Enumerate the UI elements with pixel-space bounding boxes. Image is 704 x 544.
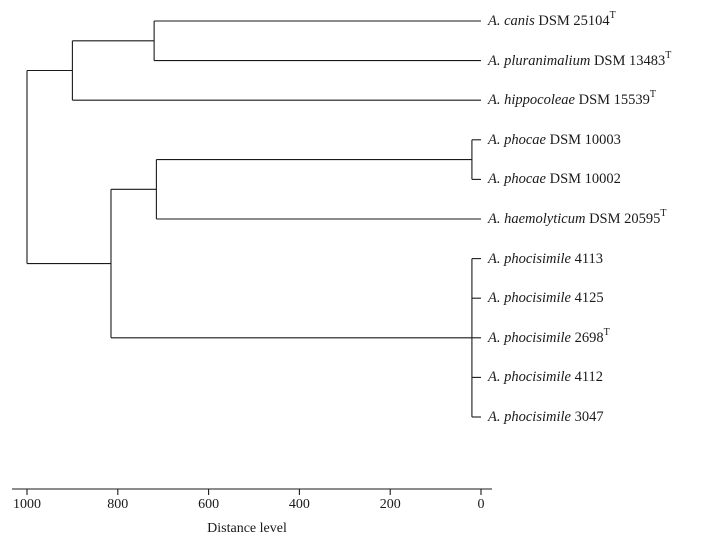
leaf-strain: DSM 10003 (549, 131, 621, 148)
leaf-label: A. phocisimile 2698T (488, 326, 610, 347)
leaf-species: A. phocae (488, 131, 546, 148)
type-strain-mark: T (665, 49, 672, 61)
axis-tick-label: 1000 (13, 497, 41, 512)
leaf-strain: 2698 (574, 329, 604, 346)
type-strain-mark: T (609, 10, 616, 21)
leaf-label: A. phocisimile 4113 (488, 250, 603, 268)
leaf-strain: 3047 (574, 409, 604, 425)
leaf-strain: 4113 (574, 250, 604, 267)
type-strain-mark: T (649, 89, 657, 101)
leaf-label: A. phocisimile 3047 (488, 408, 604, 426)
leaf-species: A. phocisimile (488, 290, 571, 307)
leaf-label: A. phocisimile 4112 (488, 368, 603, 386)
type-strain-mark: T (603, 326, 610, 338)
axis-tick-label: 0 (477, 497, 485, 512)
leaf-strain: DSM 13483 (593, 52, 666, 69)
leaf-species: A. phocisimile (488, 409, 571, 425)
leaf-species: A. phocisimile (488, 250, 571, 267)
leaf-label: A. haemolyticum DSM 20595T (488, 208, 667, 228)
leaf-label: A. hippocoleae DSM 15539T (488, 89, 657, 109)
leaf-species: A. hippocoleae (488, 92, 575, 109)
leaf-strain: DSM 15539 (578, 92, 650, 109)
leaf-label: A. phocae DSM 10003 (488, 131, 621, 149)
dendrogram-branches (26, 20, 481, 418)
leaf-species: A. phocisimile (488, 369, 571, 386)
axis-tick-label: 600 (198, 497, 220, 512)
leaf-species: A. pluranimalium (488, 52, 591, 69)
axis-tick-label: 800 (107, 497, 129, 512)
axis-tick-label: 200 (379, 497, 401, 512)
leaf-strain: DSM 10002 (549, 171, 621, 188)
leaf-strain: 4125 (574, 290, 604, 307)
axis-title: Distance level (207, 521, 287, 536)
leaf-species: A. canis (488, 13, 535, 29)
distance-axis (12, 488, 492, 495)
leaf-label: A. phocae DSM 10002 (488, 170, 621, 188)
leaf-species: A. phocisimile (488, 329, 571, 346)
leaf-species: A. phocae (488, 171, 546, 188)
leaf-strain: DSM 25104 (538, 13, 610, 29)
leaf-label: A. canis DSM 25104T (488, 10, 616, 30)
leaf-strain: DSM 20595 (589, 211, 661, 227)
axis-tick-label: 400 (288, 497, 310, 512)
leaf-label: A. pluranimalium DSM 13483T (488, 49, 672, 70)
leaf-species: A. haemolyticum (488, 211, 586, 227)
leaf-strain: 4112 (574, 369, 604, 386)
leaf-label: A. phocisimile 4125 (488, 289, 604, 307)
type-strain-mark: T (660, 208, 667, 219)
